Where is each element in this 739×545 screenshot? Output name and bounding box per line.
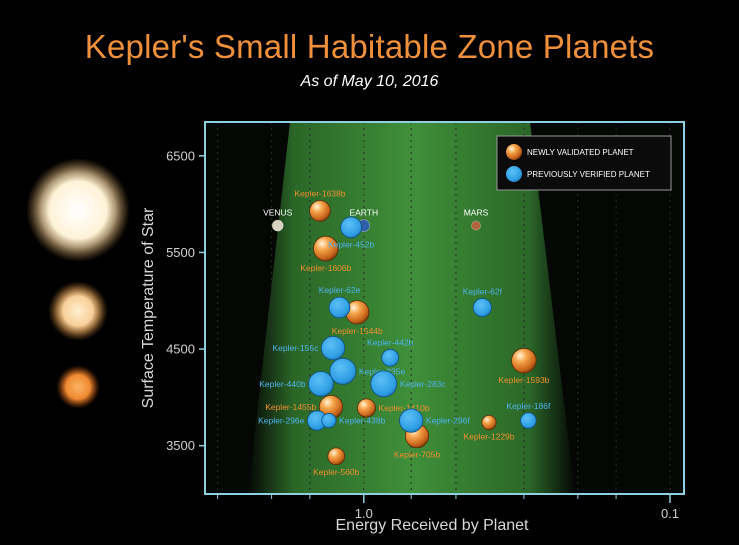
planet-label: Kepler-1410b xyxy=(379,403,430,413)
planet-label: Kepler-62f xyxy=(463,286,503,296)
planet-marker xyxy=(381,348,400,367)
planet-marker xyxy=(356,398,376,418)
plot-frame xyxy=(204,121,685,495)
planet-marker xyxy=(309,200,331,222)
planet-markers: Kepler-1638bKepler-1606bKepler-1544bKepl… xyxy=(258,188,551,476)
x-axis-ticks: 1.0 0.1 xyxy=(217,494,679,521)
legend-box xyxy=(496,135,672,191)
m-type-star-icon xyxy=(56,365,100,409)
planet-label: Kepler-452b xyxy=(328,240,375,250)
planet-label: Kepler-705b xyxy=(394,450,441,460)
legend-newly-validated-label: NEWLY VALIDATED PLANET xyxy=(527,148,634,157)
planet-label: Kepler-442b xyxy=(367,337,414,347)
y-tick-label: 3500 xyxy=(166,438,195,453)
planet-marker xyxy=(472,298,492,318)
planet-label: Kepler-1229b xyxy=(463,432,514,442)
planet-marker xyxy=(321,413,337,429)
legend-newly-validated-icon xyxy=(506,144,522,160)
planet-marker xyxy=(320,335,346,361)
planet-marker xyxy=(328,296,351,319)
sun-like-star-icon xyxy=(26,158,130,262)
y-tick-label: 6500 xyxy=(166,148,195,163)
planet-label: Kepler-1593b xyxy=(498,375,549,385)
reference-planet-label: VENUS xyxy=(263,208,293,218)
y-axis-label: Surface Temperature of Star xyxy=(140,207,157,408)
planet-label: Kepler-1638b xyxy=(294,188,345,198)
planet-label: Kepler-438b xyxy=(339,416,386,426)
y-tick-label: 4500 xyxy=(166,342,195,357)
planet-marker xyxy=(313,235,339,262)
k-type-star-icon xyxy=(48,281,108,341)
planet-label: Kepler-186f xyxy=(506,401,551,411)
planet-marker xyxy=(481,414,497,431)
legend-previously-verified-icon xyxy=(506,166,522,182)
y-tick-label: 5500 xyxy=(166,245,195,260)
planet-marker xyxy=(329,357,357,385)
planet-marker xyxy=(327,447,346,466)
planet-marker xyxy=(511,347,537,374)
planet-label: Kepler-1455b xyxy=(265,402,316,412)
planet-label: Kepler-155c xyxy=(272,343,319,353)
x-axis-label: Energy Received by Planet xyxy=(336,517,530,534)
chart-title: Kepler's Small Habitable Zone Planets xyxy=(84,28,655,65)
planet-marker xyxy=(340,216,362,239)
legend: NEWLY VALIDATED PLANET PREVIOUSLY VERIFI… xyxy=(496,135,672,191)
planet-marker xyxy=(370,370,398,398)
planet-label: Kepler-296e xyxy=(258,416,305,426)
chart-subtitle: As of May 10, 2016 xyxy=(300,73,439,90)
planet-label: Kepler-62e xyxy=(319,285,361,295)
venus-icon xyxy=(271,219,284,232)
y-axis-ticks: 3500 4500 5500 6500 xyxy=(166,148,205,453)
planet-label: Kepler-283c xyxy=(400,379,447,389)
planet-label: Kepler-440b xyxy=(259,379,306,389)
planet-label: Kepler-560b xyxy=(313,467,360,477)
reference-planet-label: EARTH xyxy=(349,208,378,218)
planet-marker xyxy=(308,371,334,397)
planet-label: Kepler-1544b xyxy=(332,326,383,336)
planet-label: Kepler-1606b xyxy=(300,263,351,273)
x-tick-label: 1.0 xyxy=(355,506,373,521)
mars-icon xyxy=(471,220,481,231)
reference-planet-label: MARS xyxy=(464,208,489,218)
planet-marker xyxy=(399,408,424,433)
star-size-illustrations xyxy=(26,158,130,409)
planet-label: Kepler-296f xyxy=(426,416,471,426)
planet-marker xyxy=(520,412,537,429)
legend-previously-verified-label: PREVIOUSLY VERIFIED PLANET xyxy=(527,170,650,179)
x-tick-label: 0.1 xyxy=(661,506,679,521)
